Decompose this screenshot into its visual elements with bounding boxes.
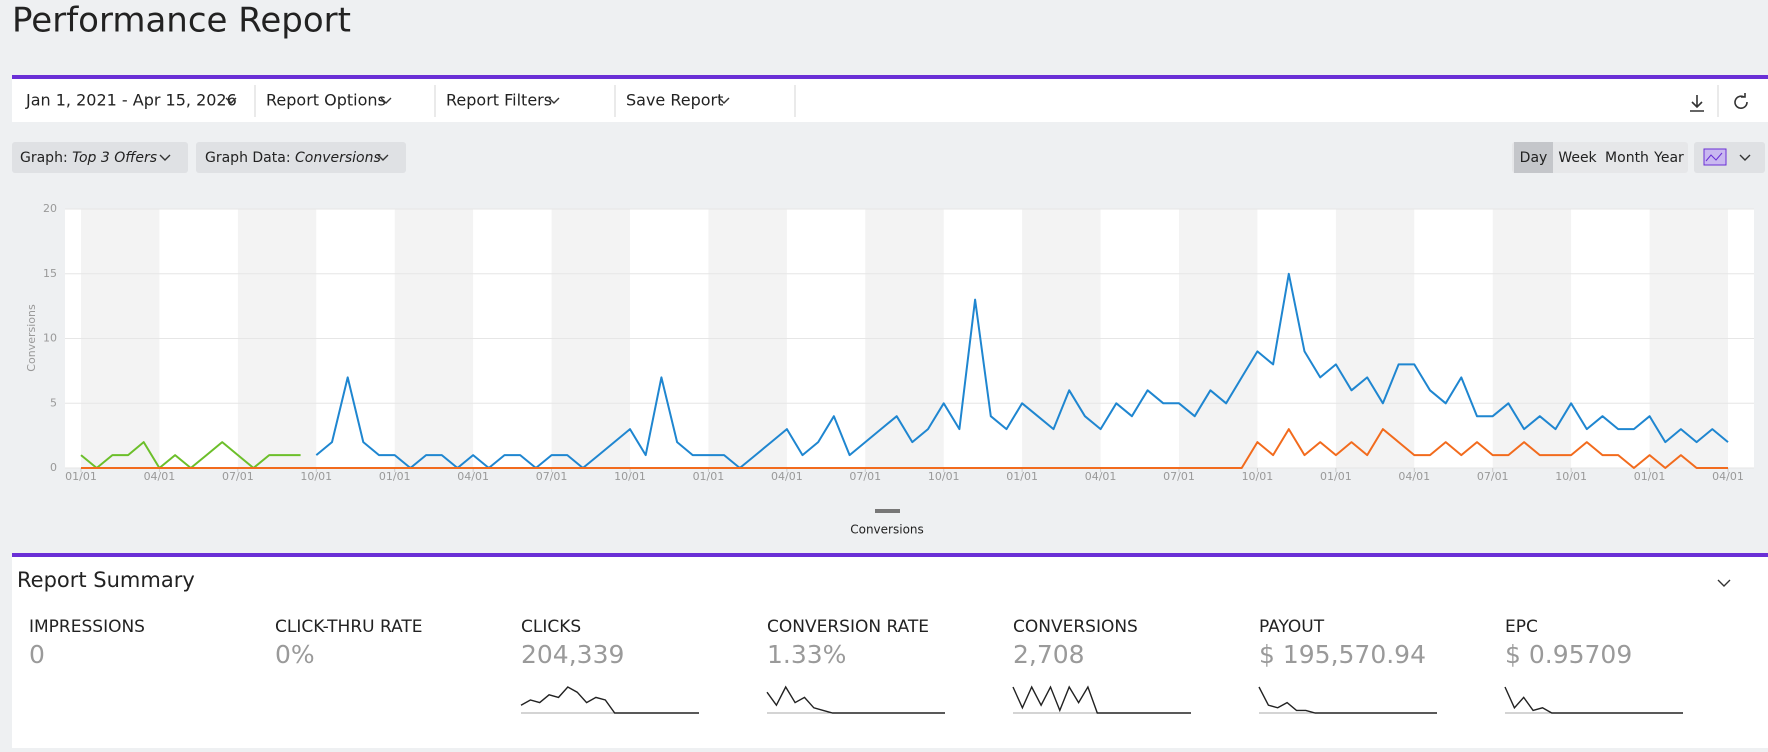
summary-title: Report Summary xyxy=(17,568,195,592)
x-tick-label: 04/01 xyxy=(144,470,176,483)
control-value: Top 3 Offers xyxy=(72,150,157,166)
interval-buttons: Day Week Month Year xyxy=(1514,142,1684,173)
x-tick-label: 01/01 xyxy=(693,470,725,483)
chevron xyxy=(718,97,730,104)
series-line xyxy=(81,428,1728,469)
svg-text:Graph: Top 3 Offers: Graph: Top 3 Offers xyxy=(20,150,157,166)
metric-label: CONVERSIONS xyxy=(1013,617,1138,637)
metric-value: $ 0.95709 xyxy=(1505,640,1632,669)
metric-value: 0 xyxy=(29,640,45,669)
toolbar-menu[interactable]: Jan 1, 2021 - Apr 15, 2026 xyxy=(25,91,237,110)
interval-group xyxy=(1512,142,1688,173)
toolbar-menu[interactable]: Report Filters xyxy=(446,91,560,110)
x-tick-label: 01/01 xyxy=(1006,470,1038,483)
page-title: Performance Report xyxy=(12,1,351,41)
chart-type-dropdown[interactable] xyxy=(1694,142,1765,173)
x-tick-label: 07/01 xyxy=(1163,470,1195,483)
control-value: Conversions xyxy=(295,150,381,166)
metric-value: 0% xyxy=(275,640,315,669)
x-tick-label: 01/01 xyxy=(1634,470,1666,483)
toolbar-menu[interactable]: Report Options xyxy=(266,91,392,110)
date-range[interactable]: Jan 1, 2021 - Apr 15, 2026 xyxy=(25,91,237,110)
metric-value: $ 195,570.94 xyxy=(1259,640,1426,669)
y-tick-label: 0 xyxy=(50,461,57,474)
summary-accent xyxy=(12,553,1768,557)
metrics: IMPRESSIONS 0 CLICK-THRU RATE 0% CLICKS 204,3… xyxy=(29,617,1683,714)
metric-label: PAYOUT xyxy=(1259,617,1325,637)
metric-value: 1.33% xyxy=(767,640,846,669)
x-tick-label: 07/01 xyxy=(1477,470,1509,483)
dividers xyxy=(254,85,1719,117)
sparkline xyxy=(520,686,699,714)
x-tick-label: 10/01 xyxy=(928,470,960,483)
svg-text:Graph Data: Conversions: Graph Data: Conversions xyxy=(205,150,381,166)
y-tick-label: 15 xyxy=(43,267,57,280)
x-tick-label: 10/01 xyxy=(1555,470,1587,483)
active-interval xyxy=(1514,142,1553,173)
x-tick-label: 04/01 xyxy=(1085,470,1117,483)
metric-label: CONVERSION RATE xyxy=(767,617,929,637)
x-tick-label: 10/01 xyxy=(1242,470,1274,483)
interval-button[interactable]: Year xyxy=(1653,150,1684,166)
summary-panel xyxy=(12,555,1768,748)
x-tick-label: 07/01 xyxy=(222,470,254,483)
x-tick-label: 07/01 xyxy=(849,470,881,483)
x-tick-label: 04/01 xyxy=(1712,470,1744,483)
legend-label: Conversions xyxy=(850,523,924,537)
x-tick-label: 04/01 xyxy=(457,470,489,483)
interval-button[interactable]: Week xyxy=(1558,150,1597,166)
sparkline xyxy=(1504,686,1683,714)
metric-label: EPC xyxy=(1505,617,1538,637)
toolbar-accent xyxy=(12,75,1768,79)
chevron xyxy=(548,97,560,104)
series-line xyxy=(315,272,1729,469)
y-tick-label: 10 xyxy=(43,332,57,345)
x-tick-label: 01/01 xyxy=(65,470,97,483)
x-tick-label: 10/01 xyxy=(300,470,332,483)
control-label: Graph Data: xyxy=(205,150,291,166)
interval-button[interactable]: Month xyxy=(1605,150,1649,166)
menu-label[interactable]: Report Options xyxy=(266,91,386,110)
y-axis-label: Conversions xyxy=(25,304,38,372)
chart: 0 5 10 15 20 01/01 04/01 07/01 10/01 01/01 04/01 07… xyxy=(43,202,1754,537)
x-tick-label: 01/01 xyxy=(1320,470,1352,483)
y-tick-label: 20 xyxy=(43,202,57,215)
x-tick-label: 04/01 xyxy=(1398,470,1430,483)
x-tick-label: 04/01 xyxy=(771,470,803,483)
collapse-button[interactable] xyxy=(1717,579,1731,587)
refresh-button[interactable] xyxy=(1734,93,1748,109)
x-tick-label: 10/01 xyxy=(614,470,646,483)
metric-value: 2,708 xyxy=(1013,640,1085,669)
x-tick-label: 01/01 xyxy=(379,470,411,483)
graph-data-dropdown[interactable]: Graph Data: Conversions xyxy=(196,142,406,173)
metric-label: CLICKS xyxy=(521,617,581,637)
sparkline xyxy=(1012,685,1191,714)
chevron xyxy=(380,97,392,104)
interval-button[interactable]: Day xyxy=(1520,150,1548,166)
sparkline xyxy=(1258,686,1437,714)
control-label: Graph: xyxy=(20,150,68,166)
metric-label: CLICK-THRU RATE xyxy=(275,617,423,637)
menu-label[interactable]: Save Report xyxy=(626,91,723,110)
graph-dropdown[interactable]: Graph: Top 3 Offers xyxy=(12,142,188,173)
sparkline xyxy=(766,685,945,714)
download-button[interactable] xyxy=(1690,95,1704,112)
y-tick-label: 5 xyxy=(50,396,57,409)
toolbar-menu[interactable]: Save Report xyxy=(626,91,730,110)
chevron xyxy=(225,97,237,104)
x-tick-label: 07/01 xyxy=(536,470,568,483)
toolbar xyxy=(12,76,1768,122)
menu-label[interactable]: Report Filters xyxy=(446,91,552,110)
metric-value: 204,339 xyxy=(521,640,624,669)
metric-label: IMPRESSIONS xyxy=(29,617,145,637)
